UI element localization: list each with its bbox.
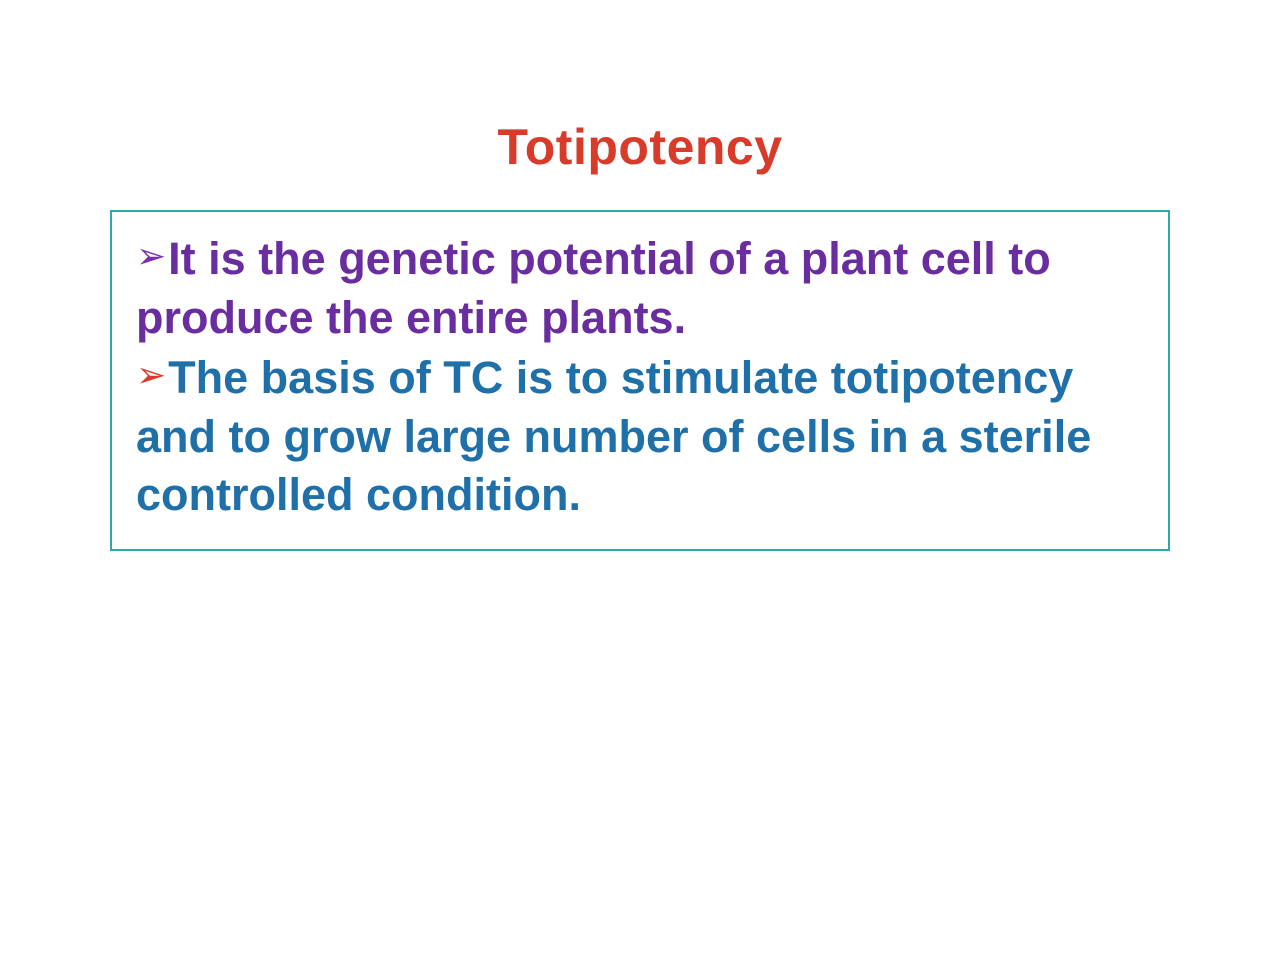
content-box: ➢It is the genetic potential of a plant … (110, 210, 1170, 551)
bullet-item-1: ➢It is the genetic potential of a plant … (136, 230, 1144, 347)
bullet-text-2: The basis of TC is to stimulate totipote… (136, 352, 1091, 520)
slide: Totipotency ➢It is the genetic potential… (0, 0, 1280, 960)
bullet-text-1: It is the genetic potential of a plant c… (136, 233, 1051, 343)
chevron-right-icon: ➢ (136, 233, 166, 280)
bullet-item-2: ➢The basis of TC is to stimulate totipot… (136, 349, 1144, 525)
chevron-right-icon: ➢ (136, 352, 166, 399)
slide-title: Totipotency (0, 118, 1280, 176)
